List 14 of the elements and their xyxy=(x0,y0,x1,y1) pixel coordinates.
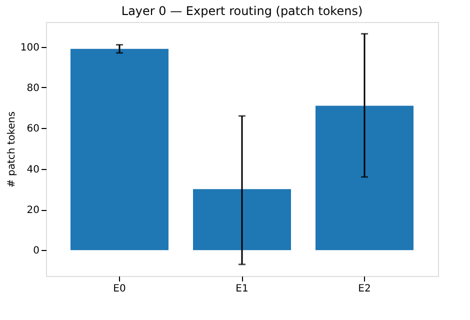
bar xyxy=(70,48,168,250)
y-tick-label: 60 xyxy=(26,124,40,135)
x-tick-label: E0 xyxy=(113,284,126,294)
y-tick-label: 100 xyxy=(20,42,40,54)
y-tick-label: 20 xyxy=(26,205,40,216)
y-tick-label: 40 xyxy=(26,164,40,176)
y-axis-title: # patch tokens xyxy=(6,111,18,188)
chart-title: Layer 0 — Expert routing (patch tokens) xyxy=(121,4,363,18)
bar xyxy=(193,189,291,250)
bar xyxy=(316,106,414,250)
x-tick-label: E2 xyxy=(358,284,371,294)
x-tick-label: E1 xyxy=(236,284,248,294)
y-tick-label: 80 xyxy=(26,82,40,94)
y-tick-label: 0 xyxy=(33,246,40,257)
